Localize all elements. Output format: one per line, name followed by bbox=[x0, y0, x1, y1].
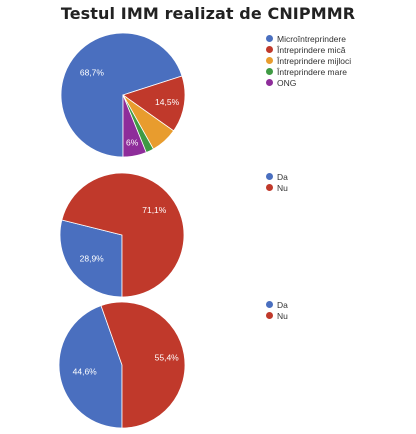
legend-item: Da bbox=[266, 171, 288, 182]
pie-chart-question-2: 44,6% 55,4% Da Nu bbox=[0, 298, 416, 434]
legend-item: Întreprindere mare bbox=[266, 66, 351, 77]
legend: Da Nu bbox=[266, 171, 288, 193]
legend-label: Microîntreprindere bbox=[277, 33, 346, 44]
slice-data-label: 44,6% bbox=[73, 366, 98, 376]
legend-item: Întreprindere mică bbox=[266, 44, 351, 55]
legend: Microîntreprindere Întreprindere mică Într… bbox=[266, 33, 351, 88]
legend-swatch-icon bbox=[266, 46, 273, 53]
pie-svg: 68,7% 14,5% 6% bbox=[60, 32, 186, 158]
slice-data-label: 14,5% bbox=[155, 97, 180, 107]
pie-slice bbox=[122, 75, 186, 132]
legend-item: Nu bbox=[266, 310, 288, 321]
legend-label: Da bbox=[277, 171, 288, 182]
legend-item: Nu bbox=[266, 182, 288, 193]
legend-swatch-icon bbox=[266, 79, 273, 86]
legend-label: Nu bbox=[277, 182, 288, 193]
legend-swatch-icon bbox=[266, 184, 273, 191]
legend-item: ONG bbox=[266, 77, 351, 88]
pie-svg: 28,9% 71,1% bbox=[59, 172, 185, 298]
slice-data-label: 71,1% bbox=[142, 205, 167, 215]
legend-label: Nu bbox=[277, 310, 288, 321]
legend-label: ONG bbox=[277, 77, 297, 88]
legend-swatch-icon bbox=[266, 173, 273, 180]
legend-label: Întreprindere mijloci bbox=[277, 55, 352, 66]
slice-data-label: 6% bbox=[126, 138, 139, 148]
pie-slice bbox=[100, 301, 186, 429]
legend-item: Da bbox=[266, 299, 288, 310]
legend-item: Întreprindere mijloci bbox=[266, 55, 351, 66]
slice-data-label: 28,9% bbox=[80, 254, 105, 264]
legend-label: Întreprindere mare bbox=[277, 66, 347, 77]
legend-swatch-icon bbox=[266, 35, 273, 42]
chart-title: Testul IMM realizat de CNIPMMR bbox=[60, 4, 356, 23]
pie-slice bbox=[122, 94, 147, 158]
legend-swatch-icon bbox=[266, 57, 273, 64]
pie-chart-company-type: 68,7% 14,5% 6% Microîntreprindere Întreprin… bbox=[0, 26, 416, 166]
pie-slice bbox=[59, 219, 123, 298]
pie-slice bbox=[58, 305, 123, 429]
legend-swatch-icon bbox=[266, 68, 273, 75]
legend-swatch-icon bbox=[266, 301, 273, 308]
legend-label: Da bbox=[277, 299, 288, 310]
pie-chart-question-1: 28,9% 71,1% Da Nu bbox=[0, 170, 416, 298]
slice-data-label: 68,7% bbox=[80, 67, 105, 77]
legend-swatch-icon bbox=[266, 312, 273, 319]
pie-slice bbox=[61, 172, 185, 298]
legend-item: Microîntreprindere bbox=[266, 33, 351, 44]
pie-slice bbox=[60, 32, 183, 158]
legend-label: Întreprindere mică bbox=[277, 44, 346, 55]
pie-svg: 44,6% 55,4% bbox=[58, 301, 186, 429]
slice-data-label: 55,4% bbox=[155, 352, 180, 362]
legend: Da Nu bbox=[266, 299, 288, 321]
